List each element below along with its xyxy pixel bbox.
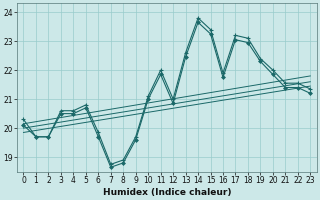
X-axis label: Humidex (Indice chaleur): Humidex (Indice chaleur) bbox=[103, 188, 231, 197]
